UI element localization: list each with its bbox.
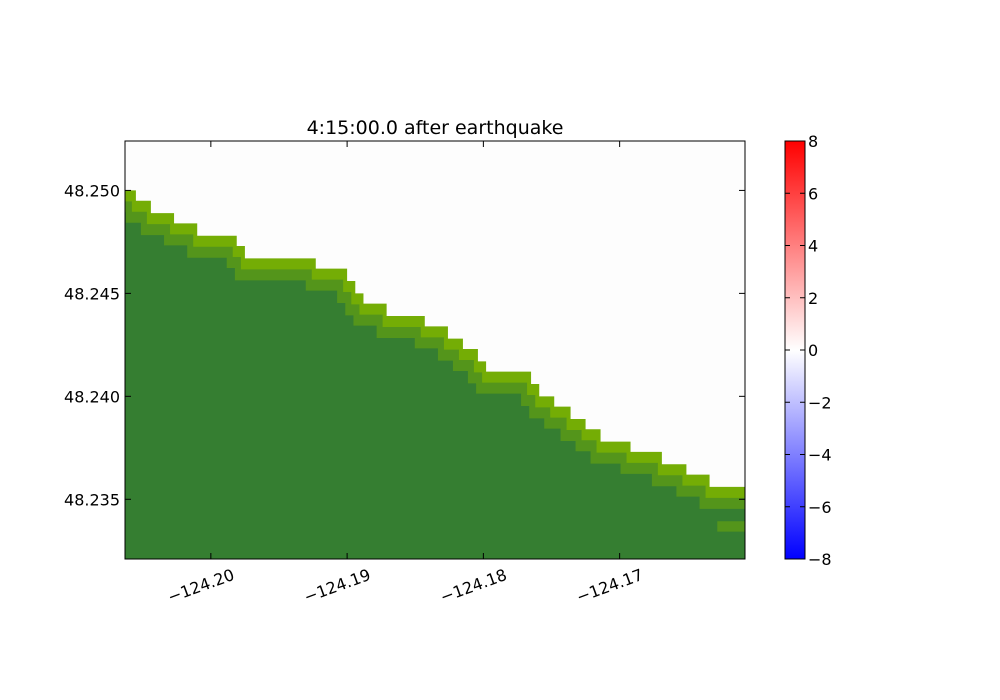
colorbar-ticks: 8 6 4 2 0 −2 −4 −6 −8 [785, 132, 832, 569]
colorbar-tick-label: 8 [808, 132, 818, 151]
x-tick-label: −124.18 [438, 565, 510, 607]
colorbar-tick-label: −2 [808, 393, 832, 412]
x-tick-label: −124.17 [574, 565, 646, 607]
chart-title: 4:15:00.0 after earthquake [307, 117, 564, 139]
colorbar-tick-label: −4 [808, 446, 832, 465]
colorbar-tick-label: 0 [808, 341, 818, 360]
x-tick-label: −124.19 [301, 565, 373, 607]
land-region [125, 212, 745, 559]
y-tick-label: 48.250 [64, 181, 120, 200]
x-tick-label: −124.20 [165, 565, 237, 607]
plot-area [124, 140, 746, 560]
colorbar-tick-label: −8 [808, 550, 832, 569]
colorbar-tick-label: −6 [808, 498, 832, 517]
colorbar-tick-label: 4 [808, 237, 818, 256]
colorbar-tick-label: 6 [808, 184, 818, 203]
colorbar-tick-label: 2 [808, 289, 818, 308]
y-tick-label: 48.240 [64, 387, 120, 406]
y-tick-label: 48.235 [64, 490, 120, 509]
y-axis: 48.250 48.245 48.240 48.235 [64, 181, 745, 509]
plot-frame [124, 140, 746, 560]
y-tick-label: 48.245 [64, 284, 120, 303]
colorbar: 8 6 4 2 0 −2 −4 −6 −8 [784, 132, 832, 569]
